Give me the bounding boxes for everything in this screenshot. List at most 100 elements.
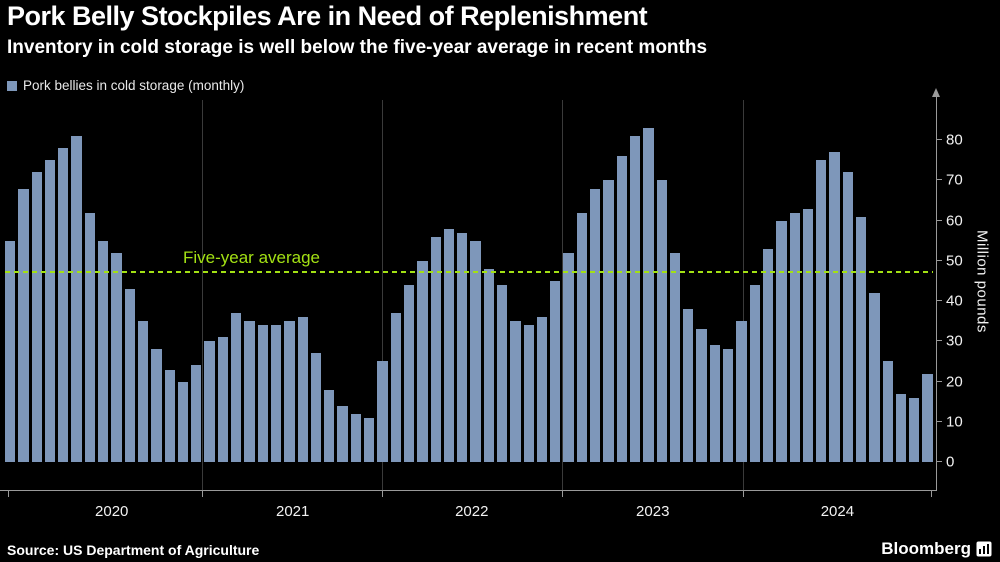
bar [656,180,667,462]
vertical-gridline [742,100,744,490]
bar [191,365,202,462]
legend: Pork bellies in cold storage (monthly) [7,78,244,93]
y-axis-tick [936,139,942,141]
y-axis-tick [936,259,942,261]
bar [84,212,96,462]
bar [550,281,561,462]
bar [337,405,348,462]
bar [909,397,920,462]
bar [629,136,641,462]
y-axis-tick [936,380,942,382]
y-axis-tick [936,420,942,422]
year-label: 2020 [95,503,129,520]
bar [643,128,654,462]
bar [71,136,82,462]
y-axis-tick-label: 70 [946,171,963,189]
bar [483,268,494,462]
bar [217,337,229,462]
bar [496,285,508,462]
bloomberg-wordmark: Bloomberg [881,539,971,558]
y-axis-tick-label: 50 [946,252,963,270]
bar [510,321,521,462]
year-label: 2023 [636,503,670,520]
bar [310,353,322,462]
bar [816,160,827,462]
y-axis-tick [936,300,942,302]
five-year-average-label: Five-year average [183,247,321,267]
bar [457,232,468,462]
bar [364,417,375,462]
bar [576,212,588,462]
y-axis-tick [936,461,942,462]
y-axis-tick-label: 0 [946,453,955,471]
bar [98,240,109,462]
bar [137,321,149,462]
y-axis-tick [936,179,942,181]
bar [204,341,215,462]
vertical-gridline [381,100,383,490]
y-axis-tick-label: 20 [946,373,963,391]
x-axis-tick [381,490,383,497]
y-axis-arrow-icon [932,88,940,97]
y-axis-ticks [936,100,942,462]
x-axis [0,490,937,491]
bar [762,248,774,462]
year-label: 2022 [455,503,489,520]
bar [842,172,853,462]
bar [443,228,455,462]
bar [417,260,428,462]
bar [430,236,441,462]
x-axis-tick [201,490,203,497]
year-label: 2021 [275,503,310,520]
bar [284,321,295,462]
bar [523,325,534,462]
bar [324,389,335,462]
bar [111,252,122,462]
x-axis-tick [742,490,744,497]
bar [257,325,268,462]
bar [736,321,747,462]
y-axis-unit-label: Million pounds [973,229,991,333]
bar [270,325,282,462]
year-label: 2024 [820,503,855,520]
x-axis-year-labels: 2020 2021 2022 2023 2024 [5,503,933,523]
bar [390,313,401,462]
bar [536,317,548,462]
y-axis [936,97,937,490]
bar [151,349,162,462]
x-axis-ticks [5,490,933,497]
vertical-gridline [201,100,203,490]
bar [164,369,175,462]
bar [377,361,388,462]
y-axis-tick-labels: 0 10 20 30 40 50 60 70 80 [946,100,980,470]
bar [124,289,135,462]
bar [58,148,69,462]
bar [669,252,681,462]
bars-container [5,100,933,462]
y-axis-tick [936,219,942,221]
x-axis-tick [561,490,563,497]
bar [231,313,242,462]
five-year-average-line [5,270,933,273]
bloomberg-logo: Bloomberg [881,539,992,559]
y-axis-tick-label: 60 [946,212,963,230]
bar [856,216,867,462]
bloomberg-terminal-icon [976,541,992,557]
plot-area: Five-year average [5,100,933,462]
source-text: Source: US Department of Agriculture [7,542,260,558]
y-axis-unit: Million pounds [970,100,994,462]
bar [922,373,933,462]
bar [789,212,800,462]
chart-subtitle: Inventory in cold storage is well below … [7,37,708,58]
bar [723,349,734,462]
bar [616,156,627,462]
bar [297,317,308,462]
bar [802,208,814,462]
bar [895,393,907,462]
gridline-layer [5,100,933,490]
bar [882,361,893,462]
bar [350,413,362,462]
bar [603,180,614,462]
bar [177,381,189,462]
